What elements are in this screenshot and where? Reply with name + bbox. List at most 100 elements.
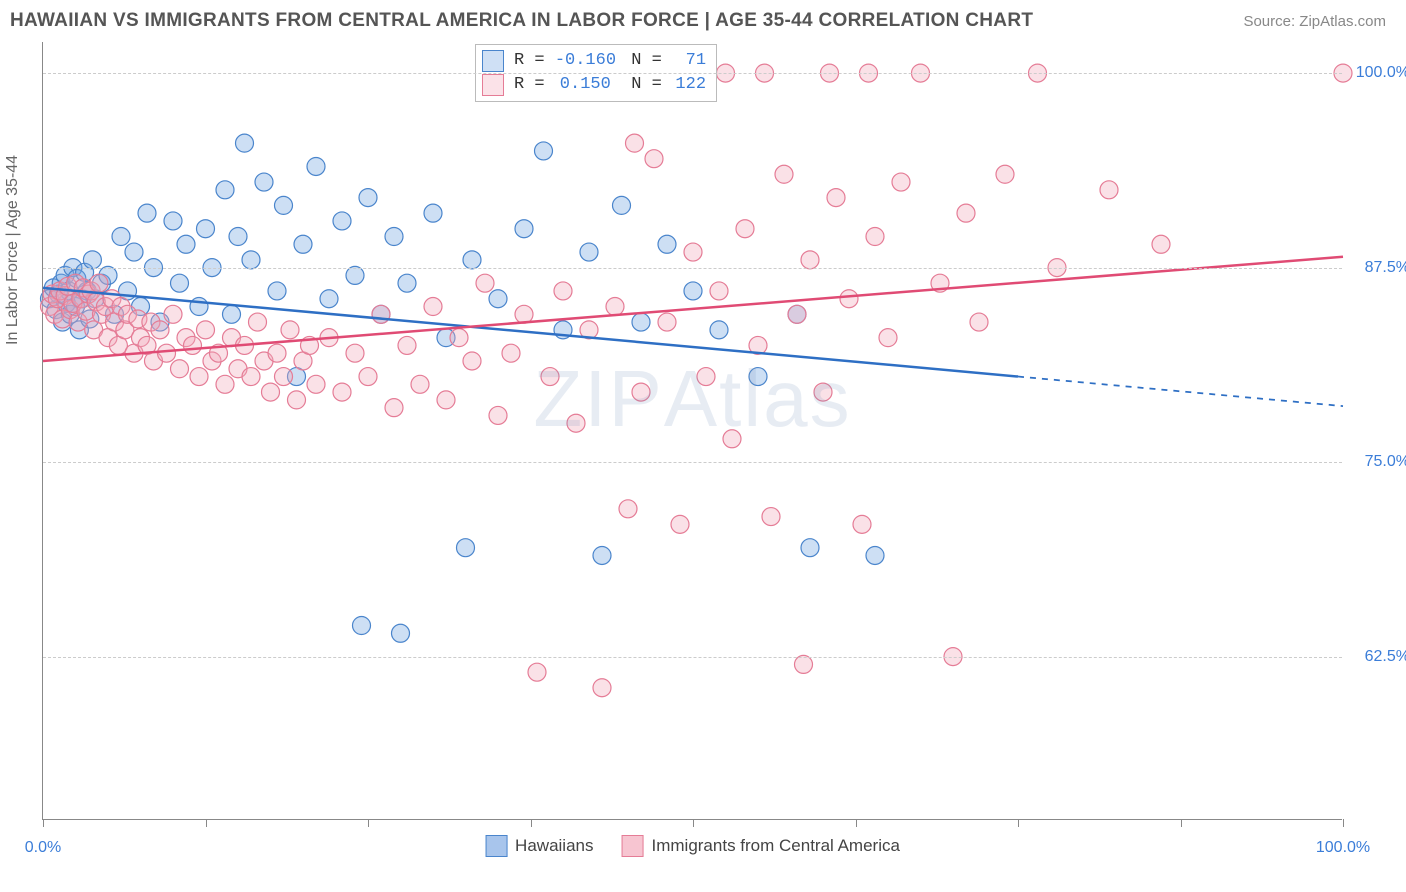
data-point <box>632 383 650 401</box>
data-point <box>229 228 247 246</box>
legend-row: R = -0.160 N = 71 <box>482 49 706 73</box>
data-point <box>801 539 819 557</box>
data-point <box>398 336 416 354</box>
chart-source: Source: ZipAtlas.com <box>1243 13 1386 30</box>
data-point <box>307 157 325 175</box>
data-point <box>242 368 260 386</box>
data-point <box>437 391 455 409</box>
data-point <box>171 360 189 378</box>
data-point <box>216 181 234 199</box>
data-point <box>554 282 572 300</box>
data-point <box>275 196 293 214</box>
plot-svg <box>43 42 1342 819</box>
x-tick-label: 100.0% <box>1316 839 1370 857</box>
data-point <box>567 414 585 432</box>
legend-label: Hawaiians <box>515 836 593 856</box>
data-point <box>1152 235 1170 253</box>
data-point <box>138 204 156 222</box>
data-point <box>177 235 195 253</box>
data-point <box>216 375 234 393</box>
x-tick-label: 0.0% <box>25 839 61 857</box>
y-tick-label: 87.5% <box>1350 259 1406 277</box>
data-point <box>626 134 644 152</box>
data-point <box>645 150 663 168</box>
data-point <box>723 430 741 448</box>
data-point <box>307 375 325 393</box>
data-point <box>184 336 202 354</box>
data-point <box>996 165 1014 183</box>
data-point <box>619 500 637 518</box>
x-tick <box>1343 819 1344 827</box>
data-point <box>392 624 410 642</box>
chart-title: HAWAIIAN VS IMMIGRANTS FROM CENTRAL AMER… <box>10 10 1033 32</box>
data-point <box>333 383 351 401</box>
data-point <box>353 617 371 635</box>
data-point <box>795 655 813 673</box>
data-point <box>359 189 377 207</box>
data-point <box>262 383 280 401</box>
data-point <box>593 546 611 564</box>
legend-label: Immigrants from Central America <box>651 836 899 856</box>
data-point <box>346 344 364 362</box>
data-point <box>90 274 108 292</box>
data-point <box>112 228 130 246</box>
data-point <box>398 274 416 292</box>
legend-swatch <box>482 50 504 72</box>
legend-swatch <box>482 74 504 96</box>
legend-swatch <box>485 835 507 857</box>
data-point <box>892 173 910 191</box>
data-point <box>151 321 169 339</box>
data-point <box>489 406 507 424</box>
data-point <box>249 313 267 331</box>
data-point <box>866 228 884 246</box>
data-point <box>749 368 767 386</box>
data-point <box>658 235 676 253</box>
data-point <box>294 235 312 253</box>
y-tick-label: 75.0% <box>1350 453 1406 471</box>
data-point <box>457 539 475 557</box>
data-point <box>450 329 468 347</box>
data-point <box>372 305 390 323</box>
data-point <box>528 663 546 681</box>
data-point <box>197 321 215 339</box>
data-point <box>684 282 702 300</box>
data-point <box>255 173 273 191</box>
x-tick <box>206 819 207 827</box>
data-point <box>970 313 988 331</box>
data-point <box>281 321 299 339</box>
data-point <box>197 220 215 238</box>
data-point <box>463 251 481 269</box>
data-point <box>613 196 631 214</box>
data-point <box>658 313 676 331</box>
data-point <box>333 212 351 230</box>
x-tick <box>856 819 857 827</box>
x-tick <box>43 819 44 827</box>
legend-item: Immigrants from Central America <box>621 835 899 857</box>
data-point <box>671 515 689 533</box>
data-point <box>171 274 189 292</box>
legend-stats: R = -0.160 N = 71 <box>514 49 706 73</box>
data-point <box>827 189 845 207</box>
data-point <box>164 305 182 323</box>
data-point <box>515 305 533 323</box>
data-point <box>346 266 364 284</box>
data-point <box>359 368 377 386</box>
data-point <box>541 368 559 386</box>
data-point <box>190 368 208 386</box>
data-point <box>125 243 143 261</box>
x-tick <box>693 819 694 827</box>
data-point <box>632 313 650 331</box>
y-tick-label: 100.0% <box>1350 64 1406 82</box>
series-legend: Hawaiians Immigrants from Central America <box>485 835 900 857</box>
data-point <box>476 274 494 292</box>
data-point <box>463 352 481 370</box>
data-point <box>1100 181 1118 199</box>
legend-row: R = 0.150 N = 122 <box>482 73 706 97</box>
data-point <box>164 212 182 230</box>
legend-swatch <box>621 835 643 857</box>
data-point <box>158 344 176 362</box>
data-point <box>697 368 715 386</box>
data-point <box>710 321 728 339</box>
data-point <box>502 344 520 362</box>
grid-line <box>43 73 1342 74</box>
